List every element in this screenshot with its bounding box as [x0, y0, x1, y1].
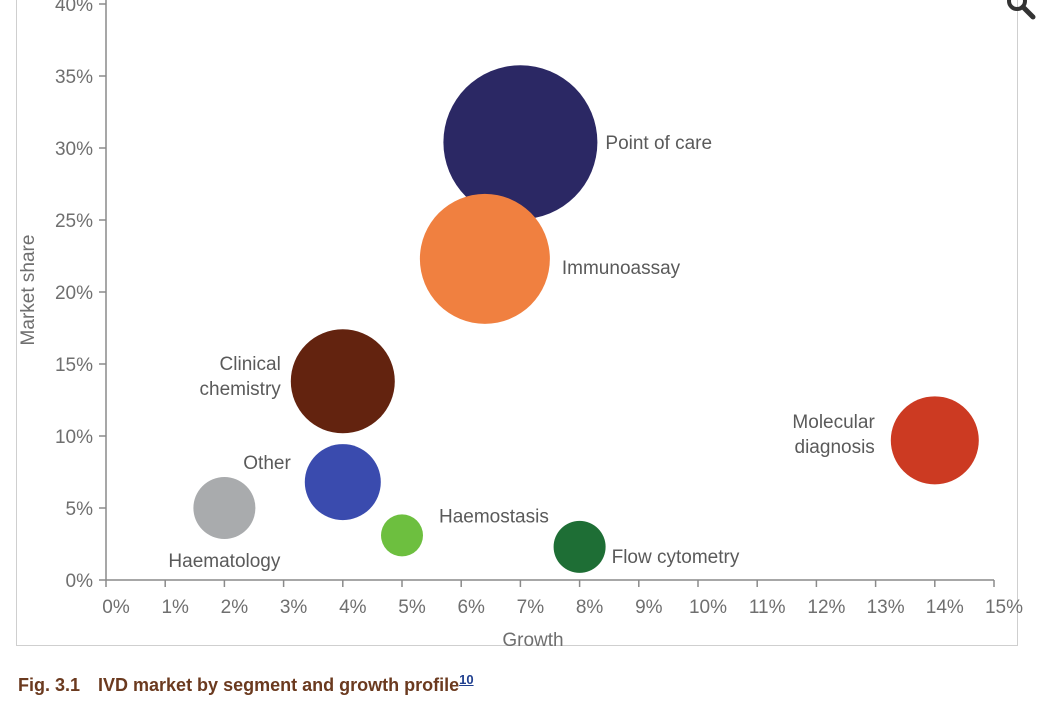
bubble-chart: 0% 1% 2% 3% 4% 5% 6% 7% 8% 9% 10% 11% 12% 13% 14% 15% 0%…: [18, 0, 1023, 651]
y-tick-label: 25%: [55, 211, 93, 232]
x-tick-label: 13%: [867, 597, 905, 618]
x-tick-label: 15%: [985, 597, 1023, 618]
bubble-flow-cytometry: [553, 520, 606, 573]
y-tick-label: 15%: [55, 355, 93, 376]
y-tick-label: 5%: [66, 499, 94, 520]
y-tick-label: 30%: [55, 139, 93, 160]
figure-caption: Fig. 3.1 IVD market by segment and growth…: [18, 672, 474, 696]
bubble-label: Molecular: [792, 412, 875, 433]
bubble-label: Other: [243, 453, 291, 474]
bubble-haematology: [193, 477, 256, 539]
bubble-label: diagnosis: [795, 437, 875, 458]
x-tick-label: 12%: [807, 597, 845, 618]
y-tick-label: 40%: [55, 0, 93, 16]
x-tick-label: 8%: [576, 597, 604, 618]
bubble-label: Immunoassay: [562, 258, 681, 279]
x-tick-label: 0%: [102, 597, 130, 618]
bubble-label: Flow cytometry: [612, 547, 740, 568]
bubble-clinical-chemistry: [290, 329, 395, 434]
x-tick-label: 6%: [457, 597, 485, 618]
y-tick-label: 35%: [55, 67, 93, 88]
bubble-other: [304, 444, 381, 521]
reference-link[interactable]: 10: [459, 672, 474, 687]
y-tick-label: 10%: [55, 427, 93, 448]
chart-frame: [16, 0, 1018, 646]
bubble-haemostasis: [381, 514, 423, 557]
bubble-label: Haematology: [168, 551, 280, 572]
search-icon[interactable]: [1006, 0, 1036, 20]
y-tick-label: 20%: [55, 283, 93, 304]
x-tick-label: 11%: [749, 597, 786, 618]
x-tick-label: 10%: [689, 597, 727, 618]
x-tick-label: 1%: [161, 597, 189, 618]
x-tick-label: 5%: [398, 597, 426, 618]
x-tick-label: 2%: [221, 597, 249, 618]
bubble-immunoassay: [419, 193, 550, 324]
x-tick-label: 4%: [339, 597, 367, 618]
x-tick-label: 7%: [517, 597, 545, 618]
bubble-molecular-diagnosis: [890, 396, 979, 485]
bubble-label: Clinical: [220, 354, 281, 375]
x-tick-label: 3%: [280, 597, 308, 618]
figure-title: IVD market by segment and growth profile: [98, 675, 460, 695]
bubble-label: Haemostasis: [439, 506, 549, 527]
x-tick-label: 14%: [926, 597, 964, 618]
bubble-label: Point of care: [605, 133, 712, 154]
bubble-point-of-care: [443, 65, 598, 220]
x-tick-label: 9%: [635, 597, 663, 618]
x-axis-title: Growth: [502, 630, 563, 651]
figure-number: Fig. 3.1: [18, 675, 81, 695]
bubble-label: chemistry: [200, 379, 282, 400]
y-tick-label: 0%: [66, 571, 94, 592]
y-axis-title: Market share: [18, 235, 39, 346]
